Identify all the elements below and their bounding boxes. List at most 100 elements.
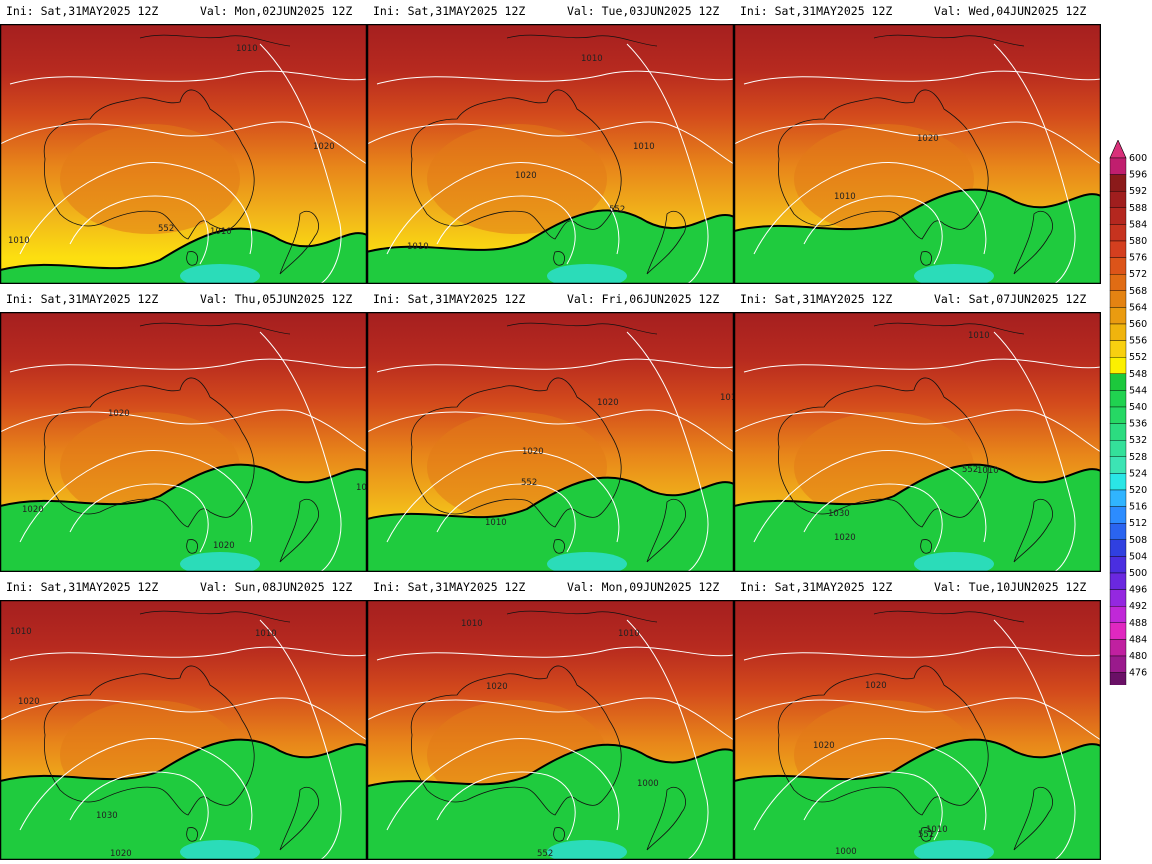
- isobar: [993, 43, 1076, 284]
- colorbar-swatch: [1109, 323, 1127, 341]
- contour-label: 1010: [407, 242, 429, 252]
- contour-label: 1030: [96, 811, 118, 821]
- new-zealand-coastline: [279, 211, 319, 275]
- contour-label: 1010: [618, 629, 640, 639]
- isobar: [753, 738, 987, 831]
- colorbar-tick-label: 480: [1129, 651, 1147, 662]
- tasmania-coastline: [553, 539, 565, 554]
- isobar: [753, 162, 987, 255]
- contour-label: 1020: [313, 142, 335, 152]
- colorbar-tick-label: 556: [1129, 336, 1147, 347]
- australia-coastline: [410, 665, 622, 816]
- isobar: [19, 450, 253, 543]
- valid-time-label: Val: Mon,09JUN2025 12Z: [567, 580, 720, 594]
- contour-label: 1010: [968, 331, 990, 341]
- map-canvas: 1010 1010 1020 552 1010: [367, 24, 734, 284]
- island-coastline: [139, 610, 291, 623]
- contour-label: 1010: [255, 629, 277, 639]
- map-frame: [367, 312, 734, 572]
- contour-label: 1020: [813, 741, 835, 751]
- cold-core: [914, 552, 994, 572]
- contour-label: 552: [609, 205, 625, 215]
- colorbar-swatch: [1109, 506, 1127, 524]
- panel-header: Ini: Sat,31MAY2025 12Z Val: Tue,03JUN2025…: [367, 0, 734, 24]
- forecast-map: 1010 1010 1020 552 1010: [367, 24, 734, 284]
- isobar: [993, 331, 1076, 572]
- isobar: [0, 697, 367, 741]
- isobar: [386, 738, 620, 831]
- panel-header: Ini: Sat,31MAY2025 12Z Val: Mon,09JUN2025…: [367, 576, 734, 600]
- valid-time-label: Val: Tue,10JUN2025 12Z: [934, 580, 1087, 594]
- colorbar-swatch: [1109, 257, 1127, 275]
- tasmania-coastline: [553, 251, 565, 266]
- isobar: [734, 121, 1101, 165]
- forecast-map: 1010 1010 1020 1000 552: [367, 600, 734, 860]
- colorbar-top-triangle: [1109, 139, 1127, 159]
- isobar: [803, 771, 943, 841]
- colorbar-tick-label: 584: [1129, 219, 1147, 230]
- colorbar-tick-label: 500: [1129, 568, 1147, 579]
- isobar: [753, 450, 987, 543]
- australia-coastline: [43, 665, 255, 816]
- trough-area: [367, 476, 734, 572]
- contour-label: 1020: [917, 134, 939, 144]
- tasmania-coastline: [186, 251, 198, 266]
- island-coastline: [506, 322, 658, 335]
- contour-label: 552: [918, 830, 934, 840]
- panel-header: Ini: Sat,31MAY2025 12Z Val: Fri,06JUN2025…: [367, 288, 734, 312]
- colorbar-swatch: [1109, 174, 1127, 192]
- colorbar-tick-label: 544: [1129, 385, 1147, 396]
- island-coastline: [873, 610, 1025, 623]
- colorbar-swatch: [1109, 273, 1127, 291]
- geopotential-height-colorbar: 600 596 592 588 584 580 576 572 568 564 560 556 552 5…: [1104, 139, 1152, 708]
- island-coastline: [873, 34, 1025, 47]
- isobar: [993, 619, 1076, 860]
- cold-core: [547, 840, 627, 860]
- forecast-panel: Ini: Sat,31MAY2025 12Z Val: Fri,06JUN2025…: [367, 288, 734, 576]
- isobar: [9, 358, 367, 373]
- colorbar-tick-label: 600: [1129, 153, 1147, 164]
- isobar: [259, 619, 342, 860]
- colorbar-tick-label: 516: [1129, 502, 1147, 513]
- colorbar-tick-label: 536: [1129, 419, 1147, 430]
- trough-area: [367, 209, 734, 284]
- colorbar-swatch: [1109, 539, 1127, 557]
- valid-time-label: Val: Mon,02JUN2025 12Z: [200, 4, 353, 18]
- isobar: [69, 195, 209, 265]
- contour-label: 1020: [110, 849, 132, 859]
- tasmania-coastline: [920, 827, 932, 842]
- forecast-map: 1010 1030 1020 552 1010: [734, 312, 1101, 572]
- new-zealand-coastline: [1013, 787, 1053, 851]
- colorbar-swatch: [1109, 207, 1127, 225]
- isobar: [734, 697, 1101, 741]
- forecast-map: 1020 1010: [734, 24, 1101, 284]
- colorbar-tick-label: 512: [1129, 518, 1147, 529]
- colorbar-tick-label: 532: [1129, 435, 1147, 446]
- colorbar-swatch: [1109, 390, 1127, 408]
- trough-area: [0, 738, 367, 860]
- contour-label: 1010: [720, 393, 734, 403]
- cold-core: [914, 264, 994, 284]
- init-time-label: Ini: Sat,31MAY2025 12Z: [740, 292, 893, 306]
- colorbar-swatch: [1109, 655, 1127, 673]
- valid-time-label: Val: Wed,04JUN2025 12Z: [934, 4, 1087, 18]
- trough-area: [0, 227, 367, 284]
- forecast-map: 1010 1010 1020 1030 1020: [0, 600, 367, 860]
- cold-core: [180, 840, 260, 860]
- colorbar-swatch: [1109, 307, 1127, 325]
- tasmania-coastline: [186, 827, 198, 842]
- contour-label: 1010: [977, 466, 999, 476]
- isobar: [19, 738, 253, 831]
- new-zealand-coastline: [1013, 211, 1053, 275]
- map-frame: [0, 312, 367, 572]
- contour-label: 1020: [522, 447, 544, 457]
- colorbar-tick-label: 568: [1129, 286, 1147, 297]
- map-canvas: 1010 1010 1020 1000 552: [367, 600, 734, 860]
- valid-time-label: Val: Tue,03JUN2025 12Z: [567, 4, 720, 18]
- colorbar-swatch: [1109, 157, 1127, 175]
- isobar: [803, 483, 943, 553]
- australia-coastline: [410, 89, 622, 240]
- forecast-panel: Ini: Sat,31MAY2025 12Z Val: Tue,10JUN2025…: [734, 576, 1101, 864]
- init-time-label: Ini: Sat,31MAY2025 12Z: [373, 4, 526, 18]
